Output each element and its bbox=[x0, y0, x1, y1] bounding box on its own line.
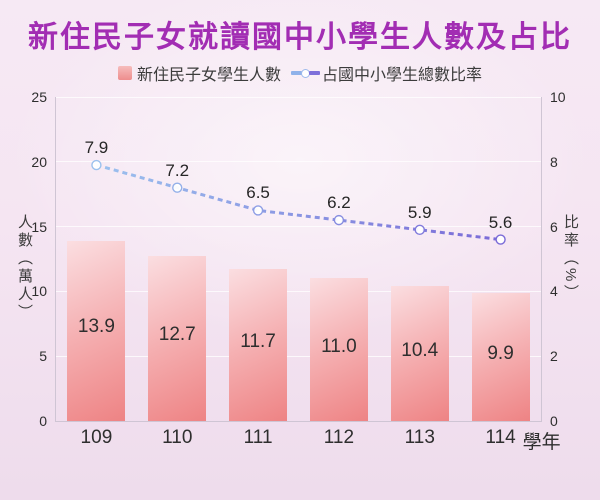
grid-line bbox=[56, 96, 541, 98]
right-axis-title: 比率（%） bbox=[562, 214, 579, 303]
left-axis-tick: 5 bbox=[39, 348, 47, 365]
line-value-label: 6.5 bbox=[246, 183, 270, 203]
legend-item-line: 占國中小學生總數比率 bbox=[291, 61, 482, 85]
right-axis-tick: 0 bbox=[550, 413, 558, 429]
left-axis-tick: 10 bbox=[31, 283, 47, 300]
x-axis-category-label: 109 bbox=[80, 427, 113, 448]
legend-item-bar: 新住民子女學生人數 bbox=[117, 61, 281, 85]
bar-value-label: 13.9 bbox=[77, 316, 115, 338]
left-axis-tick: 15 bbox=[31, 218, 47, 235]
legend-bar-label: 新住民子女學生人數 bbox=[136, 67, 281, 84]
plot-area: 0 5 10 15 20 25 0 2 4 6 8 10 13.9 109 12.7 110 11.7 111 11… bbox=[31, 89, 565, 453]
line-value-label: 5.9 bbox=[407, 202, 432, 222]
x-axis-category-label: 112 bbox=[323, 427, 355, 448]
bar: 12.7 bbox=[148, 256, 207, 421]
bar: 13.9 bbox=[67, 240, 126, 421]
x-axis-category-label: 111 bbox=[243, 427, 273, 448]
right-axis-tick: 2 bbox=[550, 348, 558, 365]
x-axis-unit-label: 學年 bbox=[522, 432, 561, 453]
grid-line bbox=[56, 355, 541, 357]
bar: 11.7 bbox=[229, 269, 288, 421]
line-marker bbox=[252, 205, 264, 216]
bar-value-label: 10.4 bbox=[401, 339, 439, 361]
line-value-label: 7.2 bbox=[165, 160, 190, 180]
bar-value-label: 11.0 bbox=[321, 335, 357, 357]
x-axis-category-label: 110 bbox=[162, 427, 193, 448]
line-marker bbox=[414, 224, 425, 236]
grid-line bbox=[56, 290, 541, 292]
grid-line bbox=[56, 226, 541, 228]
right-axis-tick: 4 bbox=[550, 283, 558, 300]
grid-line bbox=[56, 161, 541, 163]
right-axis-tick: 6 bbox=[550, 218, 558, 235]
right-axis-tick: 10 bbox=[550, 89, 566, 105]
left-axis-tick: 20 bbox=[31, 153, 47, 170]
left-axis-tick: 25 bbox=[31, 89, 47, 105]
bar-value-label: 12.7 bbox=[158, 324, 196, 346]
left-axis-tick: 0 bbox=[39, 413, 47, 429]
line-value-label: 6.2 bbox=[327, 193, 351, 213]
left-axis-title: 人數（萬人） bbox=[16, 214, 33, 322]
line-marker bbox=[333, 214, 345, 226]
bar-swatch-icon bbox=[117, 66, 132, 80]
legend-line-label: 占國中小學生總數比率 bbox=[322, 67, 483, 84]
line-swatch-icon bbox=[291, 68, 320, 78]
chart-title: 新住民子女就讀國中小學生人數及占比 bbox=[28, 21, 572, 54]
line-value-label: 5.6 bbox=[488, 212, 513, 232]
right-axis-tick: 8 bbox=[550, 153, 558, 170]
line-marker bbox=[495, 234, 506, 245]
dashed-trend-line bbox=[95, 163, 501, 242]
bar: 11.0 bbox=[309, 278, 368, 421]
bar-value-label: 11.7 bbox=[240, 331, 276, 353]
x-axis-category-label: 114 bbox=[485, 427, 516, 448]
legend: 新住民子女學生人數 占國中小學生總數比率 bbox=[0, 61, 600, 85]
x-axis-category-label: 113 bbox=[404, 427, 435, 448]
line-marker bbox=[91, 159, 102, 171]
bar: 10.4 bbox=[390, 286, 449, 421]
ratio-line-series bbox=[91, 159, 506, 245]
bar: 9.9 bbox=[471, 292, 530, 421]
bar-value-label: 9.9 bbox=[487, 343, 514, 365]
line-value-label: 7.9 bbox=[84, 138, 109, 158]
line-marker bbox=[172, 182, 183, 193]
